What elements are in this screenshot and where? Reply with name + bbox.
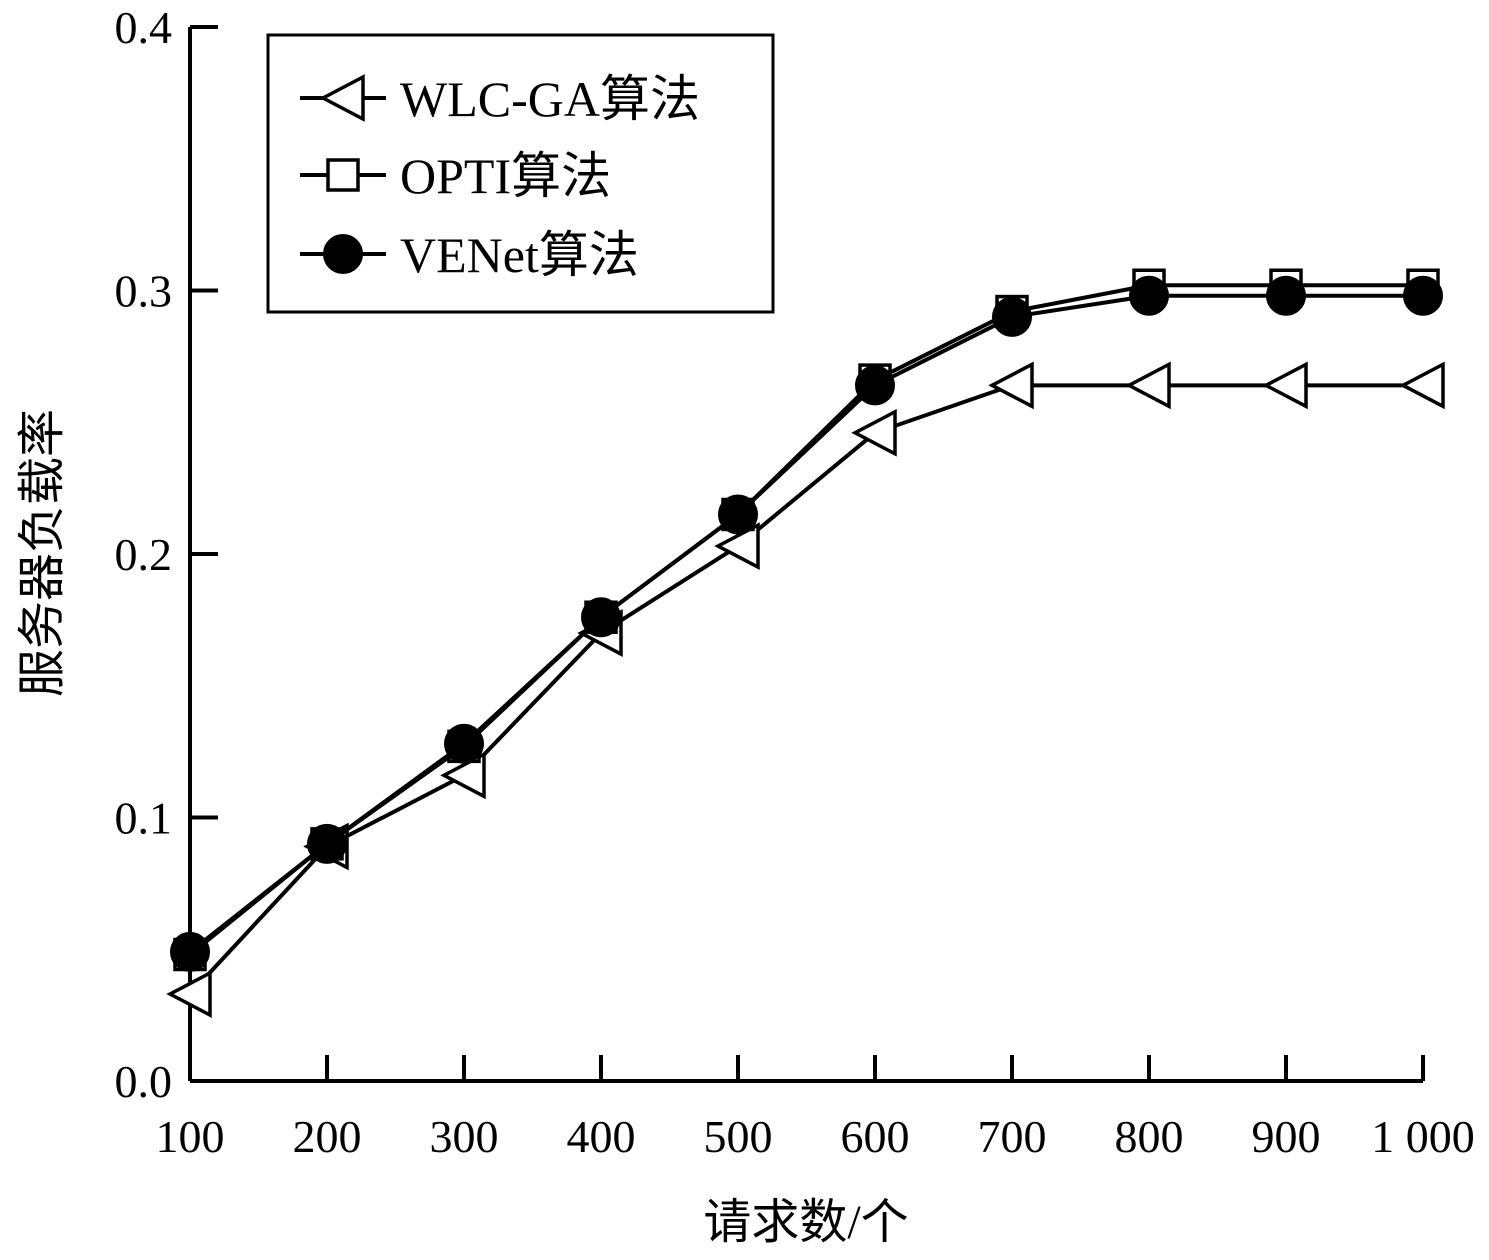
data-point bbox=[440, 751, 486, 800]
data-point bbox=[1129, 275, 1169, 316]
legend-label-wlc-ga: WLC-GA算法 bbox=[400, 71, 700, 127]
data-point bbox=[307, 823, 347, 864]
legend-marker-triangle-icon bbox=[300, 74, 386, 122]
data-point bbox=[581, 597, 621, 638]
legend-item-wlc-ga: WLC-GA算法 bbox=[300, 71, 700, 127]
x-tick-label: 1 000 bbox=[1371, 1111, 1475, 1162]
data-point bbox=[170, 931, 210, 972]
legend-item-venet: VENet算法 bbox=[300, 227, 639, 283]
series-1 bbox=[173, 268, 1440, 972]
x-tick-label: 200 bbox=[293, 1111, 362, 1162]
x-tick-label: 600 bbox=[841, 1111, 910, 1162]
x-tick-label: 100 bbox=[156, 1111, 225, 1162]
legend-item-opti: OPTI算法 bbox=[300, 148, 611, 204]
legend-marker-square-icon bbox=[300, 158, 386, 192]
y-axis-title: 服务器负载率 bbox=[16, 409, 69, 697]
data-point bbox=[1125, 361, 1171, 410]
legend-label-opti: OPTI算法 bbox=[400, 148, 611, 204]
x-tick-label: 900 bbox=[1252, 1111, 1321, 1162]
x-tick-label: 500 bbox=[704, 1111, 773, 1162]
axes: 0.0 0.1 0.2 0.3 0.4 100 200 300 400 500 600 700 800 9… bbox=[115, 2, 1475, 1162]
data-point bbox=[988, 361, 1034, 410]
series-2 bbox=[170, 275, 1443, 972]
data-point bbox=[992, 296, 1032, 337]
y-tick-label: 0.2 bbox=[115, 529, 173, 580]
legend-symbol bbox=[319, 74, 365, 122]
data-point bbox=[855, 365, 895, 406]
data-point bbox=[851, 408, 897, 457]
legend: WLC-GA算法 OPTI算法 VENet算法 bbox=[266, 33, 775, 314]
series-0 bbox=[166, 361, 1445, 1018]
data-point bbox=[714, 522, 760, 570]
x-tick-label: 700 bbox=[978, 1111, 1047, 1162]
x-axis-title: 请求数/个 bbox=[703, 1196, 908, 1249]
series-line bbox=[188, 293, 1423, 954]
y-tick-label: 0.3 bbox=[115, 266, 173, 317]
legend-label-venet: VENet算法 bbox=[400, 227, 639, 283]
data-point bbox=[166, 970, 212, 1018]
data-point bbox=[1399, 361, 1445, 410]
legend-symbol bbox=[323, 234, 363, 274]
legend-symbol bbox=[326, 158, 360, 192]
data-point bbox=[1262, 361, 1308, 410]
series-line bbox=[188, 383, 1423, 996]
legend-marker-circle-icon bbox=[300, 234, 386, 274]
x-tick-label: 800 bbox=[1115, 1111, 1184, 1162]
y-tick-label: 0.4 bbox=[115, 2, 173, 53]
x-tick-label: 300 bbox=[430, 1111, 499, 1162]
y-tick-label: 0.0 bbox=[115, 1056, 173, 1107]
data-point bbox=[444, 723, 484, 764]
y-tick-label: 0.1 bbox=[115, 793, 173, 844]
data-point bbox=[1403, 275, 1443, 316]
data-point bbox=[1266, 275, 1306, 316]
data-point bbox=[718, 494, 758, 535]
series-lines bbox=[166, 268, 1445, 1018]
x-tick-label: 400 bbox=[567, 1111, 636, 1162]
